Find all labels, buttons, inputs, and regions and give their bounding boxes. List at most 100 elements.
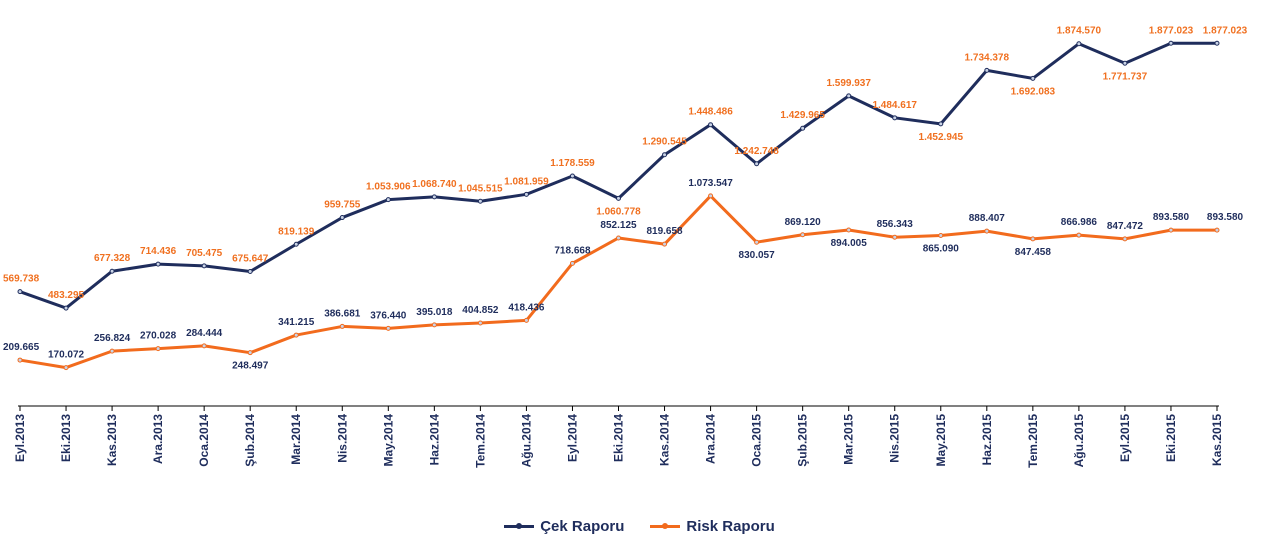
x-tick-label: Şub.2015: [796, 414, 810, 467]
risk-raporu-point: [662, 241, 668, 247]
x-axis: Eyl.2013 Eki.2013 Kas.2013 Ara.2013 Oca.2014…: [13, 405, 1224, 468]
legend-swatch-risk: [650, 523, 681, 529]
cek-raporu-data-label: 1.060.778: [596, 206, 641, 217]
risk-raporu-data-label: 376.440: [370, 310, 407, 321]
x-tick-label: Haz.2015: [980, 414, 994, 466]
risk-raporu-data-label: 386.681: [324, 308, 361, 319]
risk-raporu-data-label: 865.090: [923, 244, 960, 255]
risk-raporu-point: [477, 320, 483, 326]
cek-raporu-data-label: 1.734.378: [965, 52, 1010, 63]
cek-raporu-point: [569, 173, 575, 179]
cek-raporu-point: [1076, 41, 1082, 47]
cek-raporu-data-label: 1.877.023: [1203, 25, 1248, 36]
cek-raporu-point: [247, 269, 253, 275]
cek-raporu-point: [1122, 60, 1128, 66]
cek-raporu-point: [431, 194, 437, 200]
x-tick-label: Haz.2014: [427, 414, 441, 466]
legend-item-cek: Çek Raporu: [504, 518, 624, 535]
risk-raporu-point: [800, 232, 806, 238]
risk-raporu-point: [17, 357, 23, 363]
x-tick-label: Eyl.2015: [1118, 414, 1132, 462]
x-tick-label: May.2015: [934, 414, 948, 467]
risk-raporu-data-label: 852.125: [600, 220, 637, 231]
cek-raporu-point: [846, 93, 852, 99]
x-tick-label: Eki.2015: [1164, 414, 1178, 462]
risk-raporu-data-label: 856.343: [877, 219, 914, 230]
cek-raporu-point: [385, 197, 391, 203]
x-tick-label: Eyl.2014: [565, 414, 579, 462]
cek-raporu-point: [616, 195, 621, 201]
cek-raporu-data-label: 569.738: [3, 274, 40, 285]
risk-raporu-data-label: 847.472: [1107, 221, 1144, 232]
cek-raporu-line: [19, 41, 1217, 310]
cek-raporu-data-label: 714.436: [140, 246, 177, 257]
x-tick-label: Eki.2014: [612, 414, 626, 462]
cek-raporu-data-label: 819.139: [278, 226, 315, 237]
x-tick-label: Kas.2014: [658, 414, 672, 466]
cek-raporu-data-label: 705.475: [186, 248, 223, 259]
cek-raporu-data-label: 1.242.748: [734, 146, 779, 157]
risk-raporu-data-label: 830.057: [739, 250, 776, 261]
x-tick-label: May.2014: [381, 414, 395, 467]
risk-raporu-data-label: 248.497: [232, 361, 269, 372]
x-tick-label: Ara.2013: [151, 414, 165, 464]
risk-raporu-data-label: 866.986: [1061, 217, 1098, 228]
cek-raporu-point: [800, 125, 806, 131]
legend-item-risk: Risk Raporu: [650, 518, 775, 535]
risk-raporu-point: [1214, 227, 1220, 233]
risk-raporu-point: [63, 365, 69, 371]
cek-raporu-data-label: 1.692.083: [1011, 86, 1056, 97]
cek-raporu-point: [1030, 75, 1036, 81]
risk-raporu-data-label: 256.824: [94, 333, 131, 344]
cek-raporu-point: [155, 261, 161, 267]
cek-raporu-data-label: 1.874.570: [1057, 26, 1102, 37]
cek-raporu-data-label: 959.755: [324, 200, 361, 211]
risk-raporu-data-label: 418.436: [508, 302, 545, 313]
risk-raporu-data-label: 894.005: [831, 238, 868, 249]
x-tick-label: Eki.2013: [59, 414, 73, 462]
risk-raporu-point: [1122, 236, 1128, 242]
cek-raporu-data-label: 677.328: [94, 253, 131, 264]
cek-raporu-data-label: 483.295: [48, 290, 85, 301]
risk-raporu-data-label: 395.018: [416, 307, 453, 318]
legend-label-cek: Çek Raporu: [540, 518, 625, 535]
cek-raporu-point: [201, 263, 207, 269]
risk-raporu-data-label: 893.580: [1207, 212, 1244, 223]
cek-raporu-data-label: 1.484.617: [872, 100, 917, 111]
cek-raporu-data-label: 675.647: [232, 254, 269, 265]
risk-raporu-data-label: 888.407: [969, 213, 1006, 224]
cek-raporu-point: [339, 215, 345, 221]
cek-raporu-point: [109, 268, 115, 274]
risk-raporu-point: [339, 323, 345, 329]
risk-raporu-data-label: 404.852: [462, 305, 499, 316]
risk-raporu-data-label: 284.444: [186, 328, 223, 339]
risk-raporu-point: [938, 233, 944, 239]
cek-raporu-data-label: 1.290.545: [642, 137, 687, 148]
cek-raporu-data-label: 1.053.906: [366, 182, 411, 193]
cek-raporu-point: [984, 67, 990, 73]
x-tick-label: Oca.2014: [197, 414, 211, 467]
cek-raporu-data-label: 1.448.486: [688, 107, 733, 118]
risk-raporu-data-label: 718.668: [554, 245, 591, 256]
cek-raporu-point: [63, 305, 69, 311]
cek-raporu-point: [938, 121, 944, 127]
cek-raporu-point: [708, 122, 714, 128]
x-tick-label: Ağu.2015: [1072, 414, 1086, 468]
risk-raporu-point: [155, 346, 161, 352]
x-tick-label: Kas.2013: [105, 414, 119, 466]
risk-raporu-point: [247, 350, 253, 356]
legend-label-risk: Risk Raporu: [686, 518, 775, 535]
cek-raporu-data-label: 1.068.740: [412, 179, 457, 190]
cek-raporu-data-label: 1.045.515: [458, 183, 503, 194]
x-tick-label: Şub.2014: [243, 414, 257, 467]
x-tick-label: Ara.2014: [704, 414, 718, 464]
cek-raporu-point: [523, 191, 529, 197]
risk-raporu-point: [1030, 236, 1036, 242]
cek-raporu-point: [892, 115, 898, 121]
x-tick-label: Kas.2015: [1210, 414, 1224, 466]
risk-raporu-point: [201, 343, 207, 349]
risk-raporu-point: [754, 239, 760, 245]
cek-raporu-data-label: 1.599.937: [826, 78, 871, 89]
risk-raporu-data-label: 893.580: [1153, 212, 1190, 223]
